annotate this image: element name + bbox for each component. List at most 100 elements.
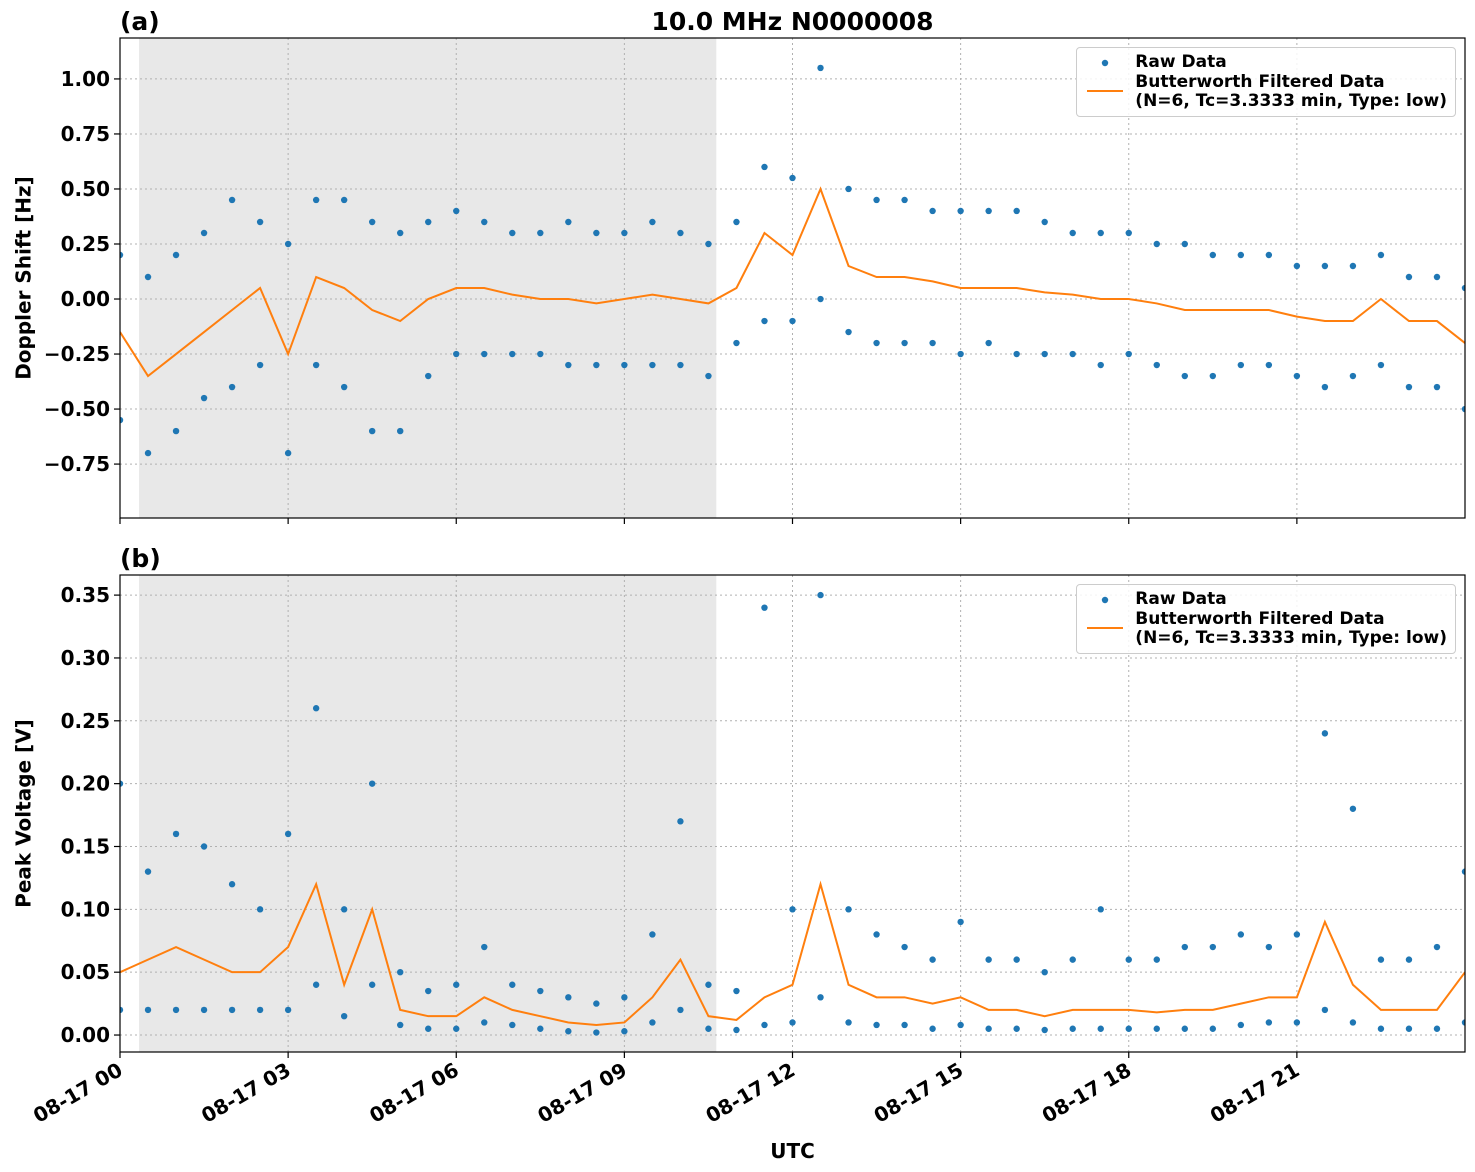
raw-point	[1321, 730, 1329, 737]
raw-point	[1377, 251, 1385, 259]
x-tick-label: 08-17 09	[533, 1058, 631, 1128]
raw-point	[901, 196, 908, 204]
raw-point	[705, 372, 712, 380]
raw-point	[789, 174, 796, 182]
raw-point	[1097, 906, 1104, 913]
raw-point	[621, 994, 628, 1001]
raw-point	[425, 1025, 432, 1032]
raw-point	[761, 604, 768, 611]
raw-point	[873, 339, 880, 347]
raw-point	[1181, 240, 1188, 248]
raw-point	[425, 372, 432, 380]
raw-point	[537, 987, 544, 995]
raw-point	[1069, 229, 1076, 237]
y-tick-label: 0.10	[61, 897, 110, 921]
raw-point	[1265, 943, 1273, 951]
raw-point	[1265, 1019, 1273, 1026]
raw-point	[901, 1021, 908, 1029]
raw-point	[1209, 251, 1217, 259]
raw-point	[397, 968, 404, 976]
chart-title: 10.0 MHz N0000008	[651, 7, 933, 36]
raw-point	[1181, 943, 1188, 951]
raw-point	[873, 196, 880, 204]
plot-area	[120, 591, 1465, 1036]
raw-point	[228, 881, 236, 888]
raw-point	[1349, 805, 1357, 812]
raw-point	[593, 1029, 600, 1036]
raw-point	[120, 251, 124, 259]
raw-point	[593, 229, 600, 237]
legend-entry: Raw Data	[1085, 590, 1447, 609]
legend-swatch	[1102, 596, 1109, 604]
raw-point	[705, 1025, 712, 1032]
raw-point	[957, 207, 964, 215]
raw-point	[1237, 361, 1245, 369]
raw-point	[172, 830, 180, 838]
raw-point	[1405, 383, 1413, 391]
y-tick-label: 0.05	[61, 960, 110, 984]
raw-point	[845, 1019, 852, 1026]
x-tick-label: 08-17 18	[1038, 1058, 1136, 1128]
raw-point	[1125, 1025, 1132, 1032]
raw-point	[228, 1006, 236, 1014]
legend-marker	[1102, 59, 1109, 67]
raw-point	[1321, 262, 1329, 270]
raw-point	[120, 780, 124, 787]
raw-point	[312, 981, 320, 988]
raw-point	[256, 906, 264, 913]
raw-point	[397, 427, 404, 435]
raw-point	[1405, 956, 1413, 963]
raw-point	[453, 350, 460, 358]
raw-point	[1293, 262, 1301, 270]
raw-point	[1293, 372, 1301, 380]
legend: Raw Data Butterworth Filtered Data (N=6, …	[1076, 47, 1456, 117]
legend-swatch	[1102, 59, 1109, 67]
y-tick-label: 0.50	[61, 177, 110, 201]
raw-point	[705, 240, 712, 248]
raw-point	[509, 1021, 516, 1029]
raw-point	[256, 1006, 264, 1014]
raw-point	[817, 64, 824, 72]
raw-point	[565, 361, 572, 369]
raw-point	[873, 931, 880, 938]
raw-point	[929, 1025, 936, 1032]
raw-point	[1433, 1025, 1441, 1032]
raw-point	[172, 251, 180, 259]
y-tick-label: 0.15	[61, 834, 110, 858]
x-tick-label: 08-17 12	[701, 1058, 799, 1128]
raw-point	[368, 981, 376, 988]
raw-point	[1321, 1006, 1329, 1014]
raw-point	[1069, 956, 1076, 963]
raw-point	[1461, 1019, 1465, 1026]
y-tick-label: −0.50	[44, 397, 110, 421]
raw-point	[1069, 350, 1076, 358]
filtered-line	[120, 880, 1465, 1026]
y-axis-label: Doppler Shift [Hz]	[12, 176, 36, 380]
raw-point	[537, 1025, 544, 1032]
raw-point	[1125, 229, 1132, 237]
x-tick-label: 08-17 21	[1206, 1058, 1304, 1128]
filtered-line	[120, 186, 1465, 378]
raw-point	[397, 229, 404, 237]
raw-point	[397, 1021, 404, 1029]
legend-label: Raw Data	[1135, 52, 1227, 72]
raw-point	[1041, 350, 1048, 358]
legend-entry: Butterworth Filtered Data (N=6, Tc=3.333…	[1085, 73, 1447, 111]
raw-point	[1349, 372, 1357, 380]
raw-point	[1153, 956, 1160, 963]
raw-point	[284, 830, 292, 838]
raw-point	[621, 1028, 628, 1035]
raw-point	[1461, 405, 1465, 413]
raw-point	[172, 1006, 180, 1014]
raw-point	[593, 1000, 600, 1007]
raw-point	[761, 163, 768, 171]
raw-point	[1461, 868, 1465, 875]
raw-point	[256, 361, 264, 369]
raw-point	[789, 1019, 796, 1026]
plot-area	[120, 64, 1465, 457]
raw-point	[228, 196, 236, 204]
raw-point	[120, 1006, 124, 1014]
raw-point	[144, 1006, 152, 1014]
raw-point	[817, 591, 824, 599]
y-tick-label: 0.00	[61, 1023, 110, 1047]
